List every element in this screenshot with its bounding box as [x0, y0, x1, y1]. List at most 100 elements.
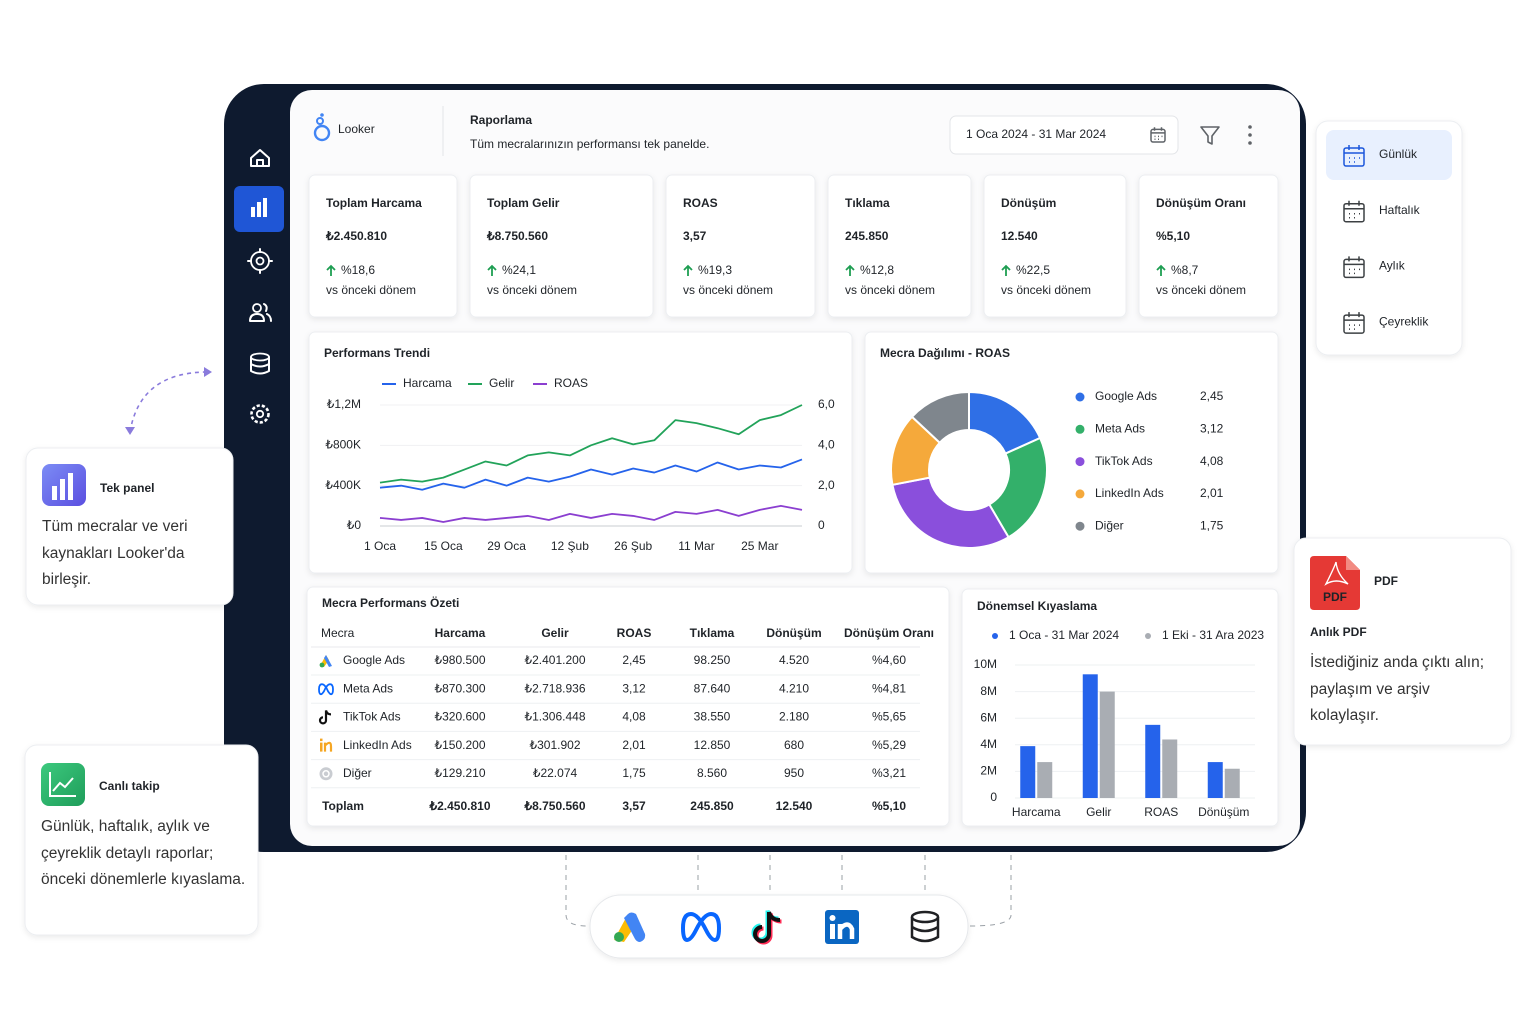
table-cell: 12.850	[694, 738, 731, 752]
nav-users[interactable]	[252, 303, 262, 313]
calendar-icon	[1349, 268, 1360, 275]
nav-users	[249, 303, 272, 322]
source-google-ads[interactable]	[624, 912, 646, 943]
kpi-arrow	[1001, 264, 1011, 276]
brand-name: Looker	[338, 122, 375, 136]
nav-reports[interactable]	[263, 198, 267, 217]
chart-title: Mecra Dağılımı - ROAS	[880, 346, 1010, 360]
x-tick-label: 29 Oca	[487, 539, 526, 553]
kpi-value: ₺2.450.810	[325, 229, 387, 243]
table-cell: Meta Ads	[343, 681, 393, 695]
source-linkedin[interactable]	[830, 924, 835, 939]
calendar-icon	[1343, 314, 1365, 334]
bar	[1162, 739, 1178, 798]
kpi-note: vs önceki dönem	[1156, 283, 1246, 297]
legend-label: Gelir	[489, 376, 514, 390]
calendar-icon	[1348, 256, 1360, 262]
period-option: Haftalık	[1379, 203, 1421, 217]
kpi-card	[983, 174, 1127, 318]
column-header: Harcama	[435, 626, 486, 640]
table-cell: %5,29	[872, 738, 906, 752]
kpi-label: Dönüşüm Oranı	[1156, 196, 1246, 210]
calendar-icon	[1343, 147, 1365, 167]
table-total-cell: ₺2.450.810	[428, 799, 490, 813]
legend-dot	[1075, 457, 1085, 467]
card-text: İstediğiniz anda çıktı alın; paylaşım ve…	[1310, 654, 1485, 724]
y-tick-label: ₺400K	[325, 478, 361, 492]
kpi-label: Tıklama	[845, 196, 890, 210]
column-header: Gelir	[541, 626, 569, 640]
source-linkedin[interactable]	[837, 922, 855, 939]
date-picker[interactable]	[949, 115, 1179, 155]
nav-reports[interactable]	[257, 202, 261, 217]
y2-tick-label: 6,0	[818, 397, 835, 411]
google-ads-icon	[319, 662, 325, 668]
table-total-cell: Toplam	[322, 799, 364, 813]
table-cell: 950	[784, 766, 804, 780]
pdf-icon-label: PDF	[1323, 590, 1347, 604]
source-meta[interactable]	[680, 911, 722, 943]
table-cell: 680	[784, 738, 804, 752]
table-cell: 2,45	[622, 653, 646, 667]
table-total-cell: 245.850	[690, 799, 734, 813]
source-linkedin[interactable]	[829, 915, 836, 921]
guide-arrow-head	[125, 427, 135, 435]
table-cell: %3,21	[872, 766, 906, 780]
filter-button[interactable]	[1200, 126, 1220, 145]
table-cell: ₺2.718.936	[524, 681, 585, 695]
table-total-cell: ₺8.750.560	[523, 799, 585, 813]
legend-dot	[1075, 424, 1085, 434]
kpi-card	[469, 174, 654, 318]
table-cell: 4.520	[779, 653, 809, 667]
nav-target	[247, 248, 273, 274]
nav-settings[interactable]	[255, 409, 265, 419]
x-tick-label: 15 Oca	[424, 539, 463, 553]
x-tick-label: Dönüşüm	[1198, 805, 1249, 819]
table-cell: Google Ads	[343, 653, 405, 667]
column-header: ROAS	[617, 626, 652, 640]
y-tick-label: 10M	[974, 657, 997, 671]
source-database[interactable]	[910, 917, 940, 943]
source-tiktok[interactable]	[753, 911, 781, 943]
kpi-change: %19,3	[698, 263, 732, 277]
kpi-value: 245.850	[845, 229, 889, 243]
y-tick-label: ₺1,2M	[327, 397, 361, 411]
calendar-icon	[1343, 258, 1365, 279]
x-tick-label: 11 Mar	[678, 539, 714, 553]
nav-target[interactable]	[255, 256, 265, 266]
legend-label: Meta Ads	[1095, 421, 1145, 435]
source-google-ads[interactable]	[614, 932, 624, 942]
period-option: Çeyreklik	[1379, 314, 1429, 328]
table-cell: 38.550	[694, 710, 731, 724]
kpi-value: %5,10	[1156, 229, 1190, 243]
bar	[1082, 674, 1098, 798]
kpi-arrow	[326, 264, 336, 276]
y-tick-label: 4M	[980, 737, 997, 751]
more-button[interactable]	[1248, 141, 1252, 145]
legend-label: Harcama	[403, 376, 452, 390]
table-cell: 4,08	[622, 710, 646, 724]
nav-reports[interactable]	[251, 207, 255, 217]
more-button[interactable]	[1248, 133, 1252, 137]
table-cell: ₺129.210	[434, 766, 485, 780]
legend-dot	[992, 633, 998, 639]
google-ads-icon	[324, 655, 332, 667]
nav-settings[interactable]	[250, 404, 270, 424]
more-button[interactable]	[1248, 125, 1252, 129]
table-cell: Diğer	[343, 766, 372, 780]
kpi-arrow	[487, 264, 497, 276]
kpi-arrow	[683, 264, 693, 276]
period-active-bg[interactable]	[1326, 130, 1452, 180]
bar	[1020, 746, 1036, 798]
table-cell: TikTok Ads	[343, 710, 401, 724]
kpi-change: %18,6	[341, 263, 375, 277]
y2-tick-label: 0	[818, 518, 825, 532]
legend-value: 4,08	[1200, 454, 1224, 468]
chart-card	[308, 331, 853, 574]
legend-label: TikTok Ads	[1095, 454, 1153, 468]
linkedin-icon	[320, 738, 323, 742]
logo-icon	[320, 113, 324, 117]
table-total-cell: 3,57	[622, 799, 646, 813]
table-cell: ₺22.074	[533, 766, 578, 780]
kpi-change: %8,7	[1171, 263, 1199, 277]
